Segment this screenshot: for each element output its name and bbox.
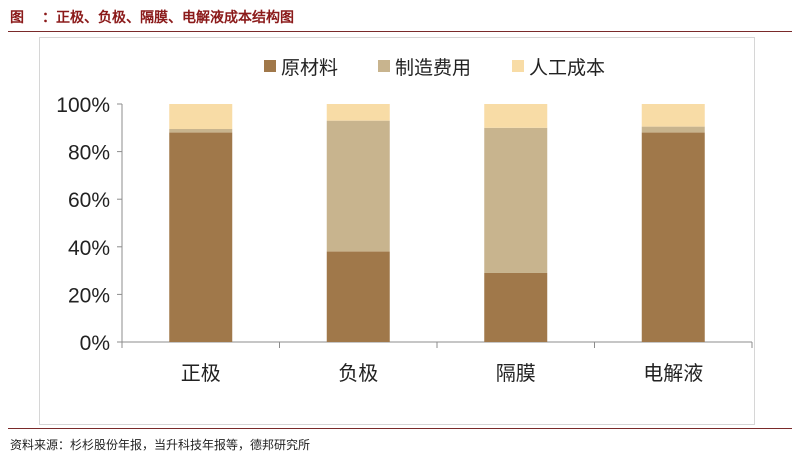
- top-divider: [8, 31, 792, 32]
- y-tick-label: 60%: [68, 189, 110, 212]
- bar-segment-2: [641, 126, 705, 133]
- bar-segment-3: [169, 104, 233, 129]
- bar-segment-3: [326, 104, 390, 121]
- y-tick-label: 100%: [56, 94, 110, 117]
- bar-segment-1: [641, 132, 705, 342]
- chart-title: ：正极、负极、隔膜、电解液成本结构图: [42, 10, 294, 26]
- x-category-label: 负极: [338, 361, 378, 385]
- source-note: 资料来源：杉杉股份年报，当升科技年报等，德邦研究所: [10, 438, 311, 452]
- legend-label: 原材料: [281, 57, 338, 79]
- y-tick-label: 80%: [68, 142, 110, 165]
- figure-prefix: 图: [10, 10, 24, 26]
- bar-segment-1: [326, 251, 390, 342]
- bar-segment-1: [169, 132, 233, 342]
- y-tick-label: 0%: [80, 332, 110, 355]
- x-category-label: 正极: [181, 361, 221, 385]
- bar-segment-3: [484, 104, 548, 128]
- x-category-label: 电解液: [643, 361, 703, 385]
- chart-frame: [39, 37, 755, 425]
- bar-segment-2: [326, 120, 390, 252]
- bar-segment-3: [641, 104, 705, 127]
- legend-swatch: [378, 60, 390, 72]
- y-tick-label: 40%: [68, 237, 110, 260]
- bottom-divider: [8, 428, 792, 429]
- bar-segment-1: [484, 272, 548, 342]
- legend-swatch: [264, 60, 276, 72]
- x-category-label: 隔膜: [496, 361, 536, 385]
- legend-swatch: [512, 60, 524, 72]
- legend-label: 制造费用: [395, 57, 471, 79]
- chart-header: 图 ：正极、负极、隔膜、电解液成本结构图: [10, 6, 294, 28]
- bar-segment-2: [484, 127, 548, 273]
- legend-label: 人工成本: [529, 57, 605, 79]
- y-tick-label: 20%: [68, 284, 110, 307]
- bar-segment-2: [169, 128, 233, 133]
